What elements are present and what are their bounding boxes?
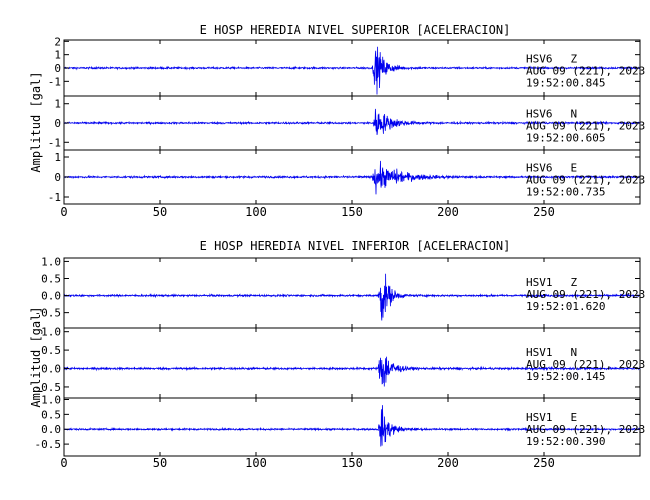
- station-name: HSV1: [526, 346, 553, 359]
- record-time: 19:52:00.605: [526, 132, 605, 145]
- x-tick-label: 150: [341, 456, 363, 470]
- component-name: N: [571, 346, 578, 359]
- component-name: Z: [571, 52, 578, 65]
- y-tick-label: 2: [54, 35, 61, 48]
- x-tick-label: 0: [60, 456, 67, 470]
- y-tick-label: 0.0: [41, 363, 61, 376]
- y-tick-label: 0.5: [41, 344, 61, 357]
- waveform-series: [63, 46, 641, 95]
- chart-title: E HOSP HEREDIA NIVEL INFERIOR [ACELERACI…: [200, 239, 511, 253]
- station-name: HSV1: [526, 411, 553, 424]
- component-name: E: [571, 411, 578, 424]
- component-name: Z: [571, 276, 578, 289]
- channel-label: HSV1 Z: [526, 276, 578, 289]
- component-name: E: [571, 162, 578, 175]
- waveform-series: [63, 108, 641, 135]
- component-name: N: [571, 108, 578, 121]
- y-tick-label: 0.5: [41, 272, 61, 285]
- y-tick-label: -1: [48, 75, 61, 88]
- y-tick-label: 1: [54, 49, 61, 62]
- y-tick-label: 1: [54, 151, 61, 164]
- waveform-series: [63, 356, 641, 387]
- y-tick-label: -0.5: [35, 381, 62, 394]
- station-name: HSV1: [526, 276, 553, 289]
- station-name: HSV6: [526, 52, 553, 65]
- channel-label: HSV6 E: [526, 162, 577, 175]
- y-tick-label: 1.0: [41, 326, 61, 339]
- y-tick-label: -0.5: [35, 438, 62, 451]
- waveform-series: [63, 160, 641, 195]
- y-tick-label: 1.0: [41, 393, 61, 406]
- record-date: AUG 09 (221), 2023: [526, 64, 645, 77]
- x-tick-label: 50: [153, 456, 167, 470]
- record-date: AUG 09 (221), 2023: [526, 288, 645, 301]
- x-tick-label: 150: [341, 205, 363, 219]
- x-tick-label: 250: [533, 205, 555, 219]
- channel-label: HSV6 N: [526, 108, 577, 121]
- station-name: HSV6: [526, 162, 553, 175]
- chart-group-2: E HOSP HEREDIA NIVEL INFERIOR [ACELERACI…: [29, 239, 645, 470]
- channel-label: HSV1 N: [526, 346, 577, 359]
- record-time: 19:52:01.620: [526, 300, 605, 313]
- y-axis-label: Amplitud [gal]: [29, 71, 43, 172]
- waveform-series: [63, 273, 641, 321]
- record-date: AUG 09 (221), 2023: [526, 423, 645, 436]
- chart-group-1: E HOSP HEREDIA NIVEL SUPERIOR [ACELERACI…: [29, 23, 645, 219]
- channel-label: HSV1 E: [526, 411, 577, 424]
- y-tick-label: 0: [54, 171, 61, 184]
- record-time: 19:52:00.735: [526, 186, 605, 199]
- y-tick-label: 0: [54, 62, 61, 75]
- y-tick-label: 1.0: [41, 255, 61, 268]
- record-time: 19:52:00.845: [526, 76, 605, 89]
- x-tick-label: 50: [153, 205, 167, 219]
- waveform-series: [64, 405, 641, 447]
- record-date: AUG 09 (221), 2023: [526, 120, 645, 133]
- y-tick-label: 0.0: [41, 423, 61, 436]
- x-tick-label: 200: [437, 205, 459, 219]
- station-name: HSV6: [526, 108, 553, 121]
- y-tick-label: -0.5: [35, 307, 62, 320]
- chart-title: E HOSP HEREDIA NIVEL SUPERIOR [ACELERACI…: [200, 23, 511, 37]
- x-tick-label: 0: [60, 205, 67, 219]
- x-tick-label: 100: [245, 205, 267, 219]
- record-time: 19:52:00.390: [526, 435, 605, 448]
- y-tick-label: 0: [54, 117, 61, 130]
- record-date: AUG 09 (221), 2023: [526, 174, 645, 187]
- y-axis-label: Amplitud [gal]: [29, 306, 43, 407]
- y-tick-label: 0.5: [41, 408, 61, 421]
- y-tick-label: 0.0: [41, 290, 61, 303]
- x-tick-label: 250: [533, 456, 555, 470]
- y-tick-label: -1: [48, 191, 61, 204]
- record-date: AUG 09 (221), 2023: [526, 358, 645, 371]
- y-tick-label: -1: [48, 136, 61, 149]
- record-time: 19:52:00.145: [526, 370, 605, 383]
- x-tick-label: 100: [245, 456, 267, 470]
- channel-label: HSV6 Z: [526, 52, 578, 65]
- y-tick-label: 1: [54, 98, 61, 111]
- x-tick-label: 200: [437, 456, 459, 470]
